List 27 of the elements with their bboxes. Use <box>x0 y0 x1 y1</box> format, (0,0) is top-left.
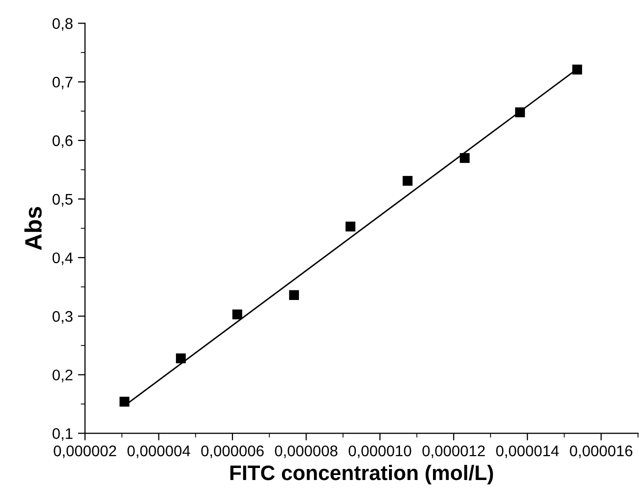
y-tick-label: 0,7 <box>52 76 72 90</box>
point <box>232 309 242 320</box>
point <box>289 290 299 300</box>
x-tick-label: 0,000016 <box>570 446 632 458</box>
x-tick-label: 0,000012 <box>422 446 485 458</box>
y-tick-label: 0,3 <box>52 311 73 324</box>
y-tick-label: 0,4 <box>52 252 73 266</box>
point <box>120 396 130 407</box>
x-tick-label: 0,000008 <box>274 446 338 458</box>
x-tick-label: 0,000010 <box>348 446 412 458</box>
x-axis-title: FITC concentration (mol/L) <box>230 464 493 484</box>
point <box>572 64 582 74</box>
x-tick-label: 0,000014 <box>496 446 559 458</box>
point <box>176 353 186 364</box>
x-tick-label: 0,000006 <box>201 446 264 458</box>
point <box>460 153 470 163</box>
y-tick-label: 0,1 <box>52 428 72 441</box>
point <box>346 222 356 232</box>
point <box>515 107 525 118</box>
y-axis-title: Abs <box>24 206 42 250</box>
y-tick-label: 0,8 <box>52 18 73 31</box>
y-tick-label: 0,5 <box>52 194 73 207</box>
y-tick-label: 0,6 <box>52 135 73 148</box>
y-tick-label: 0,2 <box>52 370 72 382</box>
x-tick-label: 0,000002 <box>54 446 116 458</box>
x-tick-label: 0,000004 <box>127 446 190 458</box>
point <box>402 176 412 186</box>
